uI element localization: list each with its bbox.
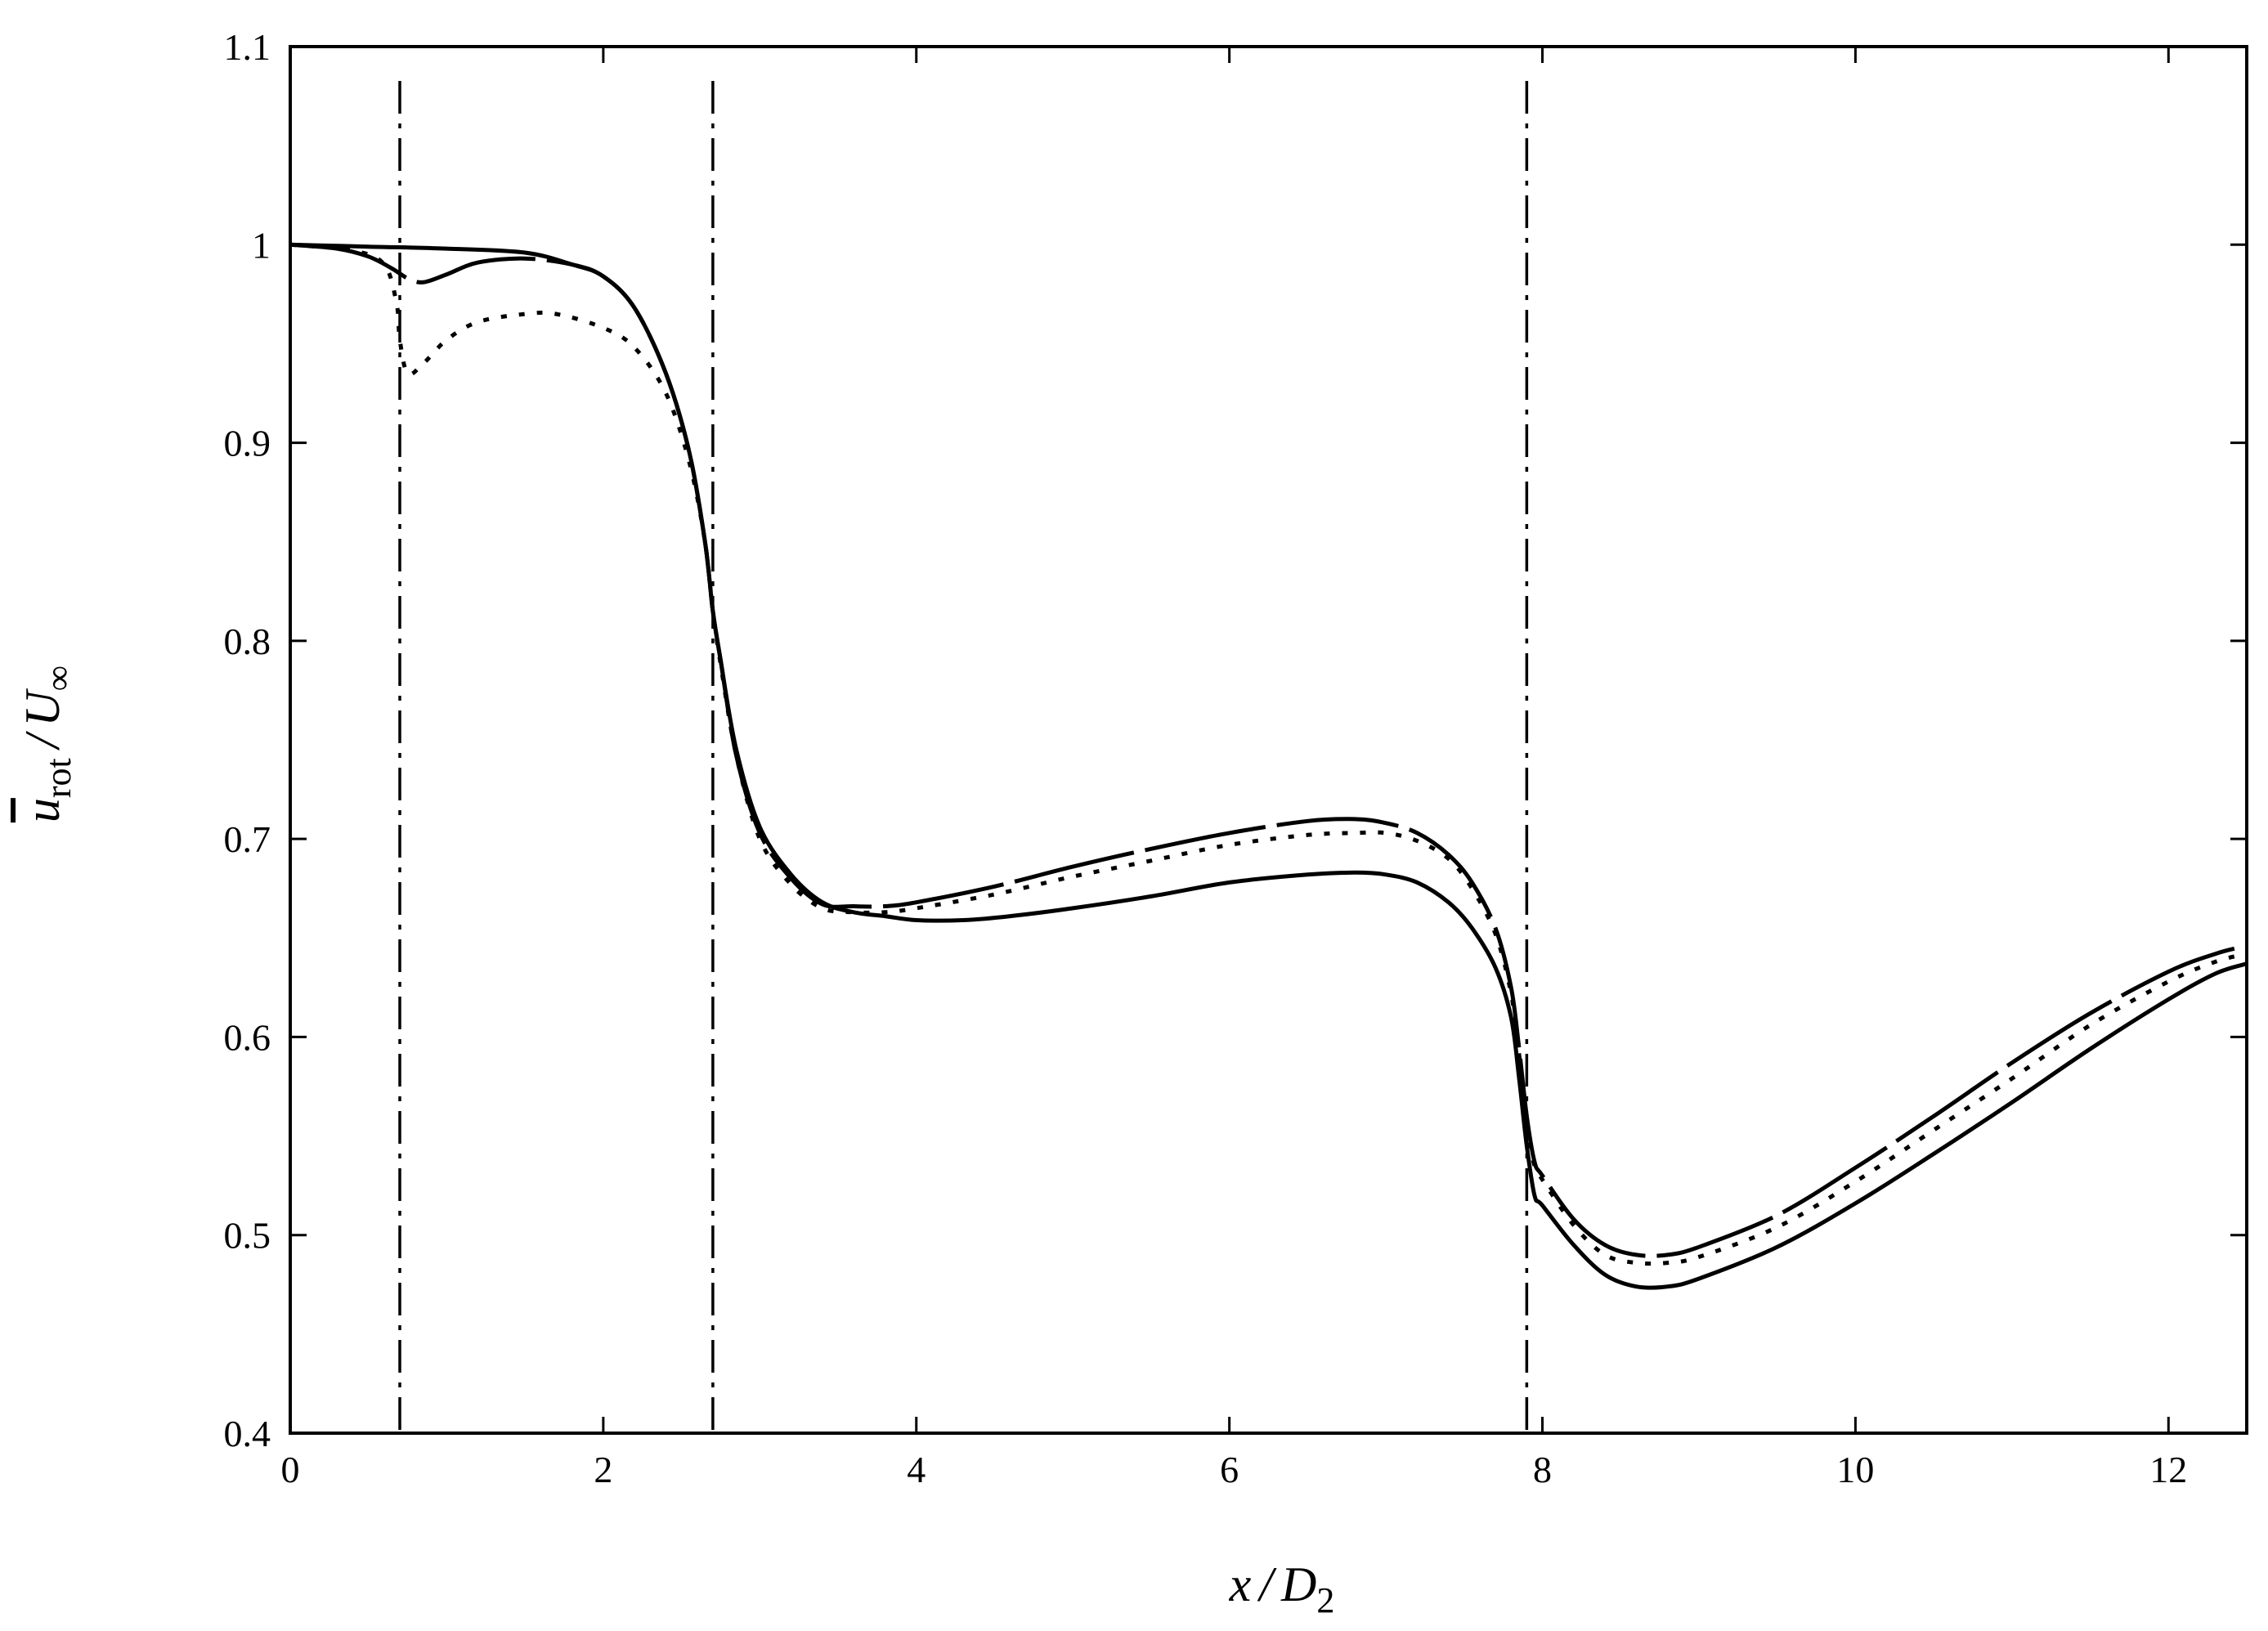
x-tick-label: 12 (2149, 1449, 2187, 1490)
y-axis-label-denom-sub: ∞ (38, 665, 78, 691)
y-axis-label-denom: U (16, 688, 69, 727)
x-tick-labels: 0 2 4 6 8 10 12 (281, 1449, 2188, 1490)
vertical-reference-lines (398, 81, 1529, 1433)
y-tick-label: 0.7 (224, 818, 271, 860)
x-tick-label: 10 (1836, 1449, 1874, 1490)
y-tick-label: 0.4 (224, 1413, 271, 1454)
x-tick-label: 2 (594, 1449, 612, 1490)
y-tick-label: 0.9 (224, 423, 271, 464)
series-lines (289, 242, 2248, 1290)
y-tick-labels: 0.4 0.5 0.6 0.7 0.8 0.9 1 1.1 (224, 26, 271, 1454)
y-axis-label-var: u (16, 798, 69, 822)
x-tick-label: 6 (1220, 1449, 1239, 1490)
x-axis-label: x / D2 (1229, 1557, 1335, 1620)
y-tick-label: 1.1 (224, 26, 271, 68)
y-tick-label: 1 (252, 224, 271, 266)
y-tick-label: 0.5 (224, 1215, 271, 1257)
x-tick-label: 4 (907, 1449, 926, 1490)
plot-frame (289, 45, 2248, 1435)
series-line-dash (289, 242, 2248, 1258)
y-axis-label: urot / U∞ (16, 665, 78, 822)
x-axis-label-sep: / (1257, 1557, 1277, 1611)
y-tick-label: 0.8 (224, 621, 271, 662)
series-line-solid (289, 242, 2248, 1290)
axis-ticks (289, 45, 2247, 1435)
y-tick-label: 0.6 (224, 1016, 271, 1058)
x-tick-label: 0 (281, 1449, 300, 1490)
x-axis-label-denom: D (1280, 1557, 1316, 1611)
y-axis-label-sep: / (16, 730, 69, 751)
x-axis-label-sub: 2 (1316, 1580, 1334, 1620)
x-tick-label: 8 (1533, 1449, 1552, 1490)
series-line-dot (289, 242, 2248, 1266)
y-axis-label-sub: rot (38, 758, 78, 798)
x-axis-label-var: x (1229, 1557, 1252, 1611)
